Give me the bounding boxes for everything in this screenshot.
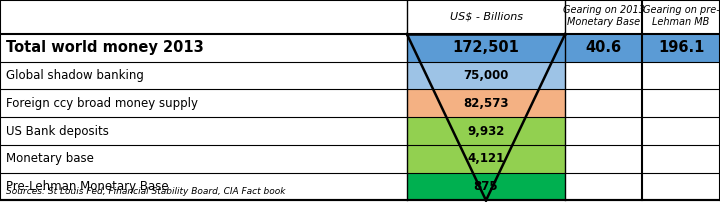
Text: Monetary base: Monetary base [6, 152, 94, 165]
Bar [407, 145, 565, 173]
Text: 875: 875 [474, 180, 498, 193]
Text: 75,000: 75,000 [463, 69, 509, 82]
Bar [565, 34, 642, 62]
Text: 82,573: 82,573 [463, 97, 509, 110]
Text: 172,501: 172,501 [453, 40, 519, 55]
Text: Sources: St Louis Fed, Financial Stability Board, CIA Fact book: Sources: St Louis Fed, Financial Stabili… [6, 187, 285, 196]
Text: 9,932: 9,932 [467, 125, 505, 138]
Bar [642, 34, 720, 62]
Text: Total world money 2013: Total world money 2013 [6, 40, 204, 55]
Text: US Bank deposits: US Bank deposits [6, 125, 109, 138]
Text: Foreign ccy broad money supply: Foreign ccy broad money supply [6, 97, 198, 110]
Bar [407, 34, 565, 62]
Text: 40.6: 40.6 [585, 40, 622, 55]
Bar [407, 173, 565, 200]
Text: 4,121: 4,121 [467, 152, 505, 165]
Text: Pre-Lehman Monetary Base: Pre-Lehman Monetary Base [6, 180, 168, 193]
Text: Gearing on pre-
Lehman MB: Gearing on pre- Lehman MB [643, 5, 719, 27]
Text: Global shadow banking: Global shadow banking [6, 69, 143, 82]
Text: 196.1: 196.1 [658, 40, 704, 55]
Text: Gearing on 2013
Monetary Base: Gearing on 2013 Monetary Base [563, 5, 644, 27]
Bar [407, 89, 565, 117]
Bar [407, 117, 565, 145]
Text: US$ - Billions: US$ - Billions [449, 11, 523, 21]
Bar [0, 0, 720, 34]
Bar [407, 62, 565, 89]
